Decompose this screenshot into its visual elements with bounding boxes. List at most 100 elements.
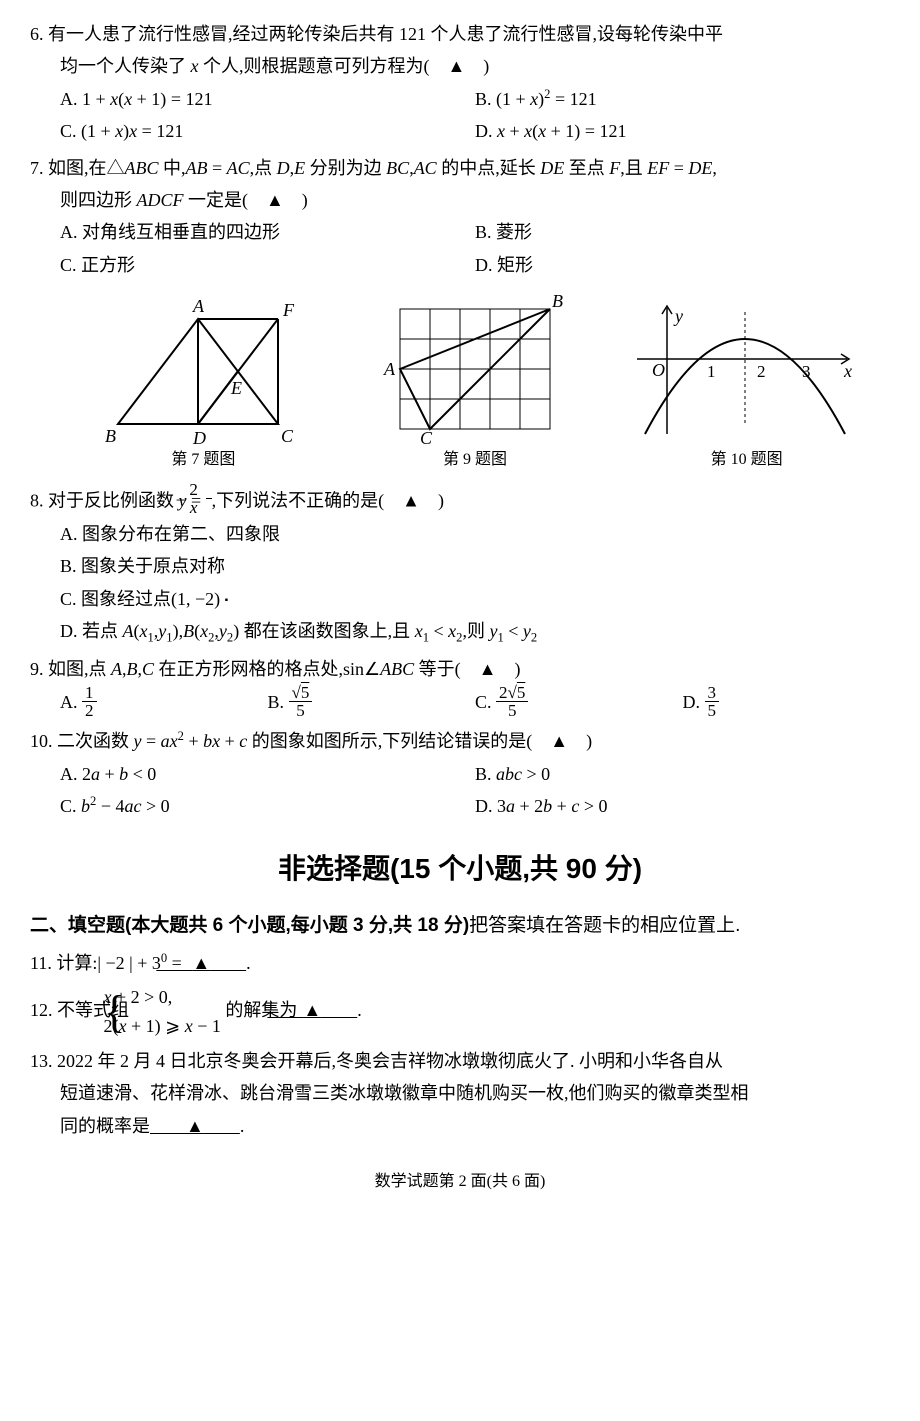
q7-t6: 至点 — [564, 158, 609, 178]
q8-optB: B. 图象关于原点对称 — [30, 550, 890, 582]
q7-options: A. 对角线互相垂直的四边形 B. 菱形 C. 正方形 D. 矩形 — [30, 216, 890, 281]
fig7-label-F: F — [282, 300, 295, 320]
q7-t8: , — [712, 158, 717, 178]
q6-optA: A. 1 + x(x + 1) = 121 — [60, 83, 475, 115]
q6-optB: B. (1 + x)2 = 121 — [475, 83, 890, 115]
q12-cases: { x + 2 > 0, 2(x + 1) ⩾ x − 1 — [134, 983, 221, 1041]
q13-blank: ▲ — [186, 1116, 204, 1136]
question-6: 6. 有一人患了流行性感冒,经过两轮传染后共有 121 个人患了流行性感冒,设每… — [30, 18, 890, 148]
q8-optD-1: D. 若点 — [60, 621, 123, 641]
q13-t1: 2022 年 2 月 4 日北京冬奥会开幕后,冬奥会吉祥物冰墩墩彻底火了. 小明… — [57, 1051, 723, 1071]
q6-t2: 均一个人传染了 — [60, 56, 191, 76]
fig10-caption: 第 10 题图 — [637, 446, 857, 475]
q7-optA: A. 对角线互相垂直的四边形 — [60, 216, 475, 248]
fig7-label-E: E — [230, 378, 242, 398]
q12-case2: 2(x + 1) ⩾ x − 1 — [134, 1012, 221, 1041]
q10-optD: D. 3a + 2b + c > 0 — [475, 790, 890, 822]
q10-optC: C. b2 − 4ac > 0 — [60, 790, 475, 822]
q10-optD-pre: D. — [475, 796, 497, 816]
fig10-svg: y O x 1 2 3 — [637, 304, 857, 444]
fig9-label-A: A — [383, 359, 396, 379]
question-9: 9. 如图,点 A,B,C 在正方形网格的格点处,sin∠ABC 等于( ▲ )… — [30, 653, 890, 721]
q10-line1: 10. 二次函数 y = ax2 + bx + c 的图象如图所示,下列结论错误… — [30, 725, 890, 757]
question-8: 8. 对于反比例函数 y = −2x,下列说法不正确的是( ▲ ) A. 图象分… — [30, 483, 890, 649]
q7-optD: D. 矩形 — [475, 249, 890, 281]
q10-num: 10. — [30, 731, 53, 751]
q13-t3: 同的概率是 — [60, 1116, 150, 1136]
q12-case1: x + 2 > 0, — [134, 983, 221, 1012]
fig7-label-C: C — [281, 426, 294, 444]
q6-t3: 个人,则根据题意可列方程为( ▲ ) — [199, 56, 490, 76]
center-dot: ▪ — [225, 592, 229, 610]
fig7-svg: A F E B D C — [93, 294, 313, 444]
q6-options: A. 1 + x(x + 1) = 121 B. (1 + x)2 = 121 … — [30, 83, 890, 148]
q11-num: 11. — [30, 953, 52, 973]
fig9-caption: 第 9 题图 — [380, 446, 570, 475]
fig10-label-x: x — [843, 361, 852, 381]
q6-optC: C. (1 + x)x = 121 — [60, 115, 475, 147]
q6-optD-post: = 121 — [580, 121, 626, 141]
q13-line1: 13. 2022 年 2 月 4 日北京冬奥会开幕后,冬奥会吉祥物冰墩墩彻底火了… — [30, 1045, 890, 1077]
fig7-label-D: D — [192, 428, 206, 444]
q6-optC-post: = 121 — [137, 121, 183, 141]
q10-optB: B. abc > 0 — [475, 758, 890, 790]
q7-t7: ,且 — [620, 158, 647, 178]
question-11: 11. 计算:| −2 | + 30 = ▲ . — [30, 947, 890, 979]
q7-t5: 的中点,延长 — [437, 158, 541, 178]
q13-num: 13. — [30, 1051, 53, 1071]
q8-num: 8. — [30, 490, 44, 510]
q9-optD-pre: D. — [683, 692, 705, 712]
q10-optD-post: > 0 — [579, 796, 607, 816]
q13-line3: 同的概率是 ▲ . — [30, 1110, 890, 1142]
q9-optA: A. 12 — [60, 686, 268, 721]
q12-c2a: 2( — [104, 1016, 119, 1036]
q9-optD: D. 35 — [683, 686, 891, 721]
q6-optD: D. x + x(x + 1) = 121 — [475, 115, 890, 147]
q10-optA-post: < 0 — [128, 764, 156, 784]
q8-optD-2: 都在该函数图象上,且 — [239, 621, 415, 641]
q9-optC: C. 2√55 — [475, 686, 683, 721]
question-7: 7. 如图,在△ABC 中,AB = AC,点 D,E 分别为边 BC,AC 的… — [30, 152, 890, 282]
q11-line: 11. 计算:| −2 | + 30 = ▲ . — [30, 947, 890, 979]
q12-c2c: − 1 — [193, 1016, 221, 1036]
q13-line2: 短道速滑、花样滑冰、跳台滑雪三类冰墩墩徽章中随机购买一枚,他们购买的徽章类型相 — [30, 1077, 890, 1109]
fig9-label-B: B — [552, 291, 563, 311]
q10-optC-post: > 0 — [141, 796, 169, 816]
q9-optC-pre: C. — [475, 692, 496, 712]
q7-t4: 分别为边 — [305, 158, 386, 178]
page-footer: 数学试题第 2 面(共 6 面) — [30, 1168, 890, 1197]
fig7-label-A: A — [192, 296, 205, 316]
fig10-tick-1: 1 — [707, 362, 716, 381]
q8-t1: 对于反比例函数 — [48, 490, 179, 510]
q11-t1: 计算:| −2 | + 3 — [56, 953, 161, 973]
q8-optC-wrap: C. 图象经过点(1, −2) ▪ — [30, 583, 890, 615]
q6-optA-post: = 121 — [166, 89, 212, 109]
q6-line2: 均一个人传染了 x 个人,则根据题意可列方程为( ▲ ) — [30, 50, 890, 82]
q7-num: 7. — [30, 158, 44, 178]
q11-blank: ▲ — [192, 953, 210, 973]
section-2-subheading: 二、填空题(本大题共 6 个小题,每小题 3 分,共 18 分)把答案填在答题卡… — [30, 909, 890, 943]
q6-num: 6. — [30, 24, 44, 44]
question-13: 13. 2022 年 2 月 4 日北京冬奥会开幕后,冬奥会吉祥物冰墩墩彻底火了… — [30, 1045, 890, 1142]
q11-t3: . — [246, 953, 251, 973]
q6-optD-pre: D. — [475, 121, 497, 141]
q8-optC: C. 图象经过点(1, −2) — [60, 589, 220, 609]
q7-line2: 则四边形 ADCF 一定是( ▲ ) — [30, 184, 890, 216]
q9-t3: 等于( ▲ ) — [414, 659, 520, 679]
q10-t2: 的图象如图所示,下列结论错误的是( ▲ ) — [247, 731, 592, 751]
q6-optC-pre: C. — [60, 121, 81, 141]
q10-optB-pre: B. — [475, 764, 496, 784]
figure-9: A B C 第 9 题图 — [380, 289, 570, 475]
fig9-svg: A B C — [380, 289, 570, 444]
figures-row: A F E B D C 第 7 题图 A B — [30, 289, 890, 475]
q9-num: 9. — [30, 659, 44, 679]
fig10-tick-2: 2 — [757, 362, 766, 381]
figure-10: y O x 1 2 3 第 10 题图 — [637, 304, 857, 475]
figure-7: A F E B D C 第 7 题图 — [93, 294, 313, 475]
q8-t2: ,下列说法不正确的是( ▲ ) — [212, 490, 444, 510]
q6-t1: 有一人患了流行性感冒,经过两轮传染后共有 121 个人患了流行性感冒,设每轮传染… — [48, 24, 723, 44]
q7-t3: ,点 — [250, 158, 277, 178]
q8-optD-3: ,则 — [462, 621, 489, 641]
q9-options: A. 12 B. √55 C. 2√55 D. 35 — [30, 686, 890, 721]
q10-options: A. 2a + b < 0 B. abc > 0 C. b2 − 4ac > 0… — [30, 758, 890, 823]
